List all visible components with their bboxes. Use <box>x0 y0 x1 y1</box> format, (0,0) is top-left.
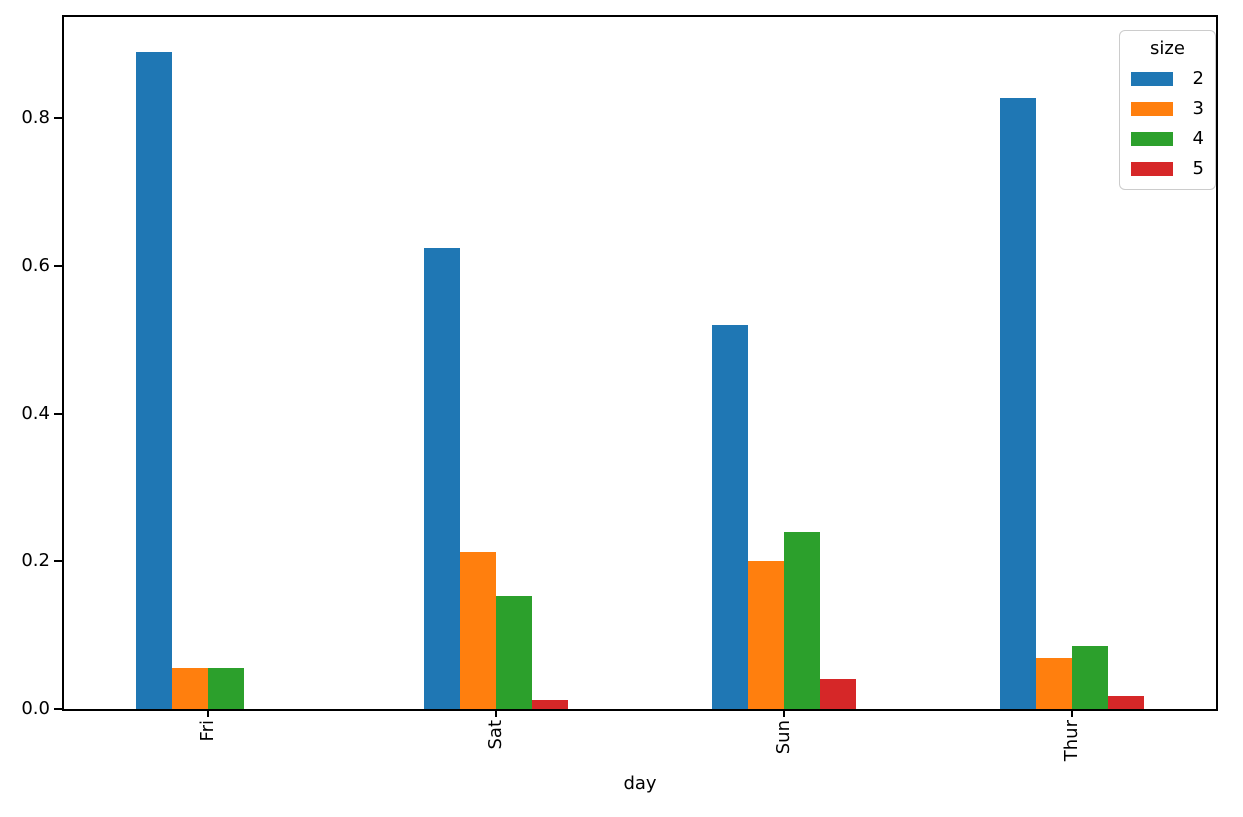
bar-fri-size-4 <box>208 667 244 709</box>
bar-group-sat <box>424 17 568 709</box>
legend-swatch-icon <box>1131 101 1173 116</box>
bar-sat-size-4 <box>496 596 532 709</box>
legend-entries: 2 3 4 5 <box>1131 68 1204 179</box>
x-tick-mark <box>207 709 209 717</box>
y-tick-mark <box>54 708 62 710</box>
y-tick-label: 0.2 <box>21 550 50 572</box>
bar-sun-size-5 <box>820 679 856 709</box>
x-tick-mark <box>1071 709 1073 717</box>
bar-sat-size-5 <box>532 700 568 709</box>
bar-sun-size-2 <box>712 324 748 709</box>
y-tick-mark <box>54 117 62 120</box>
bar-group-thur <box>1000 17 1144 709</box>
y-tick-mark <box>54 412 62 415</box>
bar-group-sun <box>712 17 856 709</box>
legend-swatch-icon <box>1131 71 1173 86</box>
bar-fri-size-2 <box>136 52 172 709</box>
legend-entry-label: 3 <box>1192 98 1204 119</box>
bar-sun-size-3 <box>748 561 784 709</box>
x-tick-mark <box>495 709 497 717</box>
legend-entry-label: 5 <box>1192 158 1204 179</box>
x-tick-label-thur: Thur <box>1061 720 1082 762</box>
bar-thur-size-3 <box>1036 658 1072 709</box>
bar-sun-size-4 <box>784 531 820 709</box>
bar-thur-size-5 <box>1108 696 1144 709</box>
x-axis-label: day <box>623 773 657 794</box>
legend-title: size <box>1150 38 1185 59</box>
x-tick-label-sat: Sat <box>485 720 506 750</box>
x-tick-label-sun: Sun <box>773 720 794 755</box>
legend-swatch-icon <box>1131 161 1173 176</box>
y-tick-label: 0.0 <box>21 698 50 719</box>
y-tick-label: 0.8 <box>21 107 50 129</box>
bar-sat-size-2 <box>424 248 460 709</box>
legend-entry-size-5: 5 <box>1131 158 1204 179</box>
bar-thur-size-2 <box>1000 97 1036 709</box>
legend-entry-size-3: 3 <box>1131 98 1204 119</box>
legend-entry-size-2: 2 <box>1131 68 1204 89</box>
legend-entry-label: 2 <box>1192 68 1204 89</box>
x-tick-mark <box>783 709 785 717</box>
y-tick-mark <box>54 560 62 563</box>
bar-fri-size-3 <box>172 667 208 709</box>
y-tick-label: 0.4 <box>21 402 50 424</box>
y-tick-mark <box>54 264 62 267</box>
bar-group-fri <box>136 17 280 709</box>
bar-thur-size-4 <box>1072 645 1108 709</box>
legend-entry-size-4: 4 <box>1131 128 1204 149</box>
plot-area: 0.0 0.2 0.4 0.6 0.8 Fri Sat Sun Thur <box>21 15 1218 761</box>
bar-sat-size-3 <box>460 552 496 709</box>
legend-swatch-icon <box>1131 131 1173 146</box>
y-tick-label: 0.6 <box>21 254 50 276</box>
x-tick-label-fri: Fri <box>197 720 218 742</box>
legend-entry-label: 4 <box>1192 128 1204 149</box>
legend: size 2 3 4 5 <box>1119 30 1216 190</box>
